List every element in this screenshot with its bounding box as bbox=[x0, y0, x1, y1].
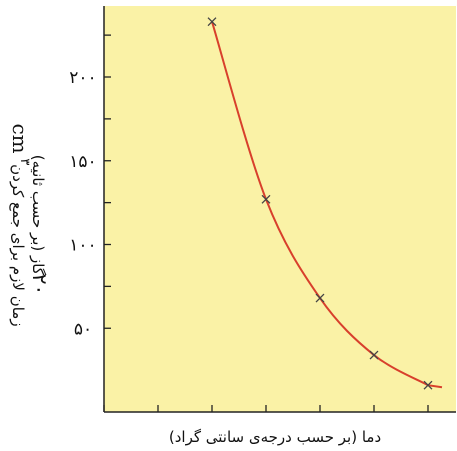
y-axis-title-line2: ۲۰ گاز (بر حسب ثانیه) bbox=[28, 155, 52, 296]
data-point-marker bbox=[369, 350, 379, 360]
markers-layer bbox=[207, 17, 433, 390]
y-tick-label: ۱۵۰ bbox=[69, 152, 96, 172]
y-axis-title-line1-group: زمان لازم برای جمع کردن cm ۳ bbox=[8, 123, 32, 326]
series-curve bbox=[211, 21, 443, 389]
y-tick-label: ۵۰ bbox=[74, 319, 92, 339]
x-axis-title: دما (بر حسب درجه‌ی سانتی گراد) bbox=[169, 428, 381, 446]
ticks-layer bbox=[103, 34, 429, 412]
y-axis-title-line1: زمان لازم برای جمع کردن cm ۳ bbox=[8, 123, 32, 326]
y-title-line2-text: گاز (بر حسب ثانیه) bbox=[29, 155, 47, 276]
y-tick-labels: ۵۰ ۱۰۰ ۱۵۰ ۲۰۰ bbox=[69, 68, 96, 339]
plot-background bbox=[104, 6, 456, 412]
y-title-volume: ۲۰ bbox=[28, 274, 52, 295]
y-title-unit: cm bbox=[8, 123, 32, 153]
y-axis-title-line2-group: ۲۰ گاز (بر حسب ثانیه) bbox=[28, 155, 52, 296]
y-tick-label: ۲۰۰ bbox=[69, 68, 96, 88]
data-point-marker bbox=[423, 380, 433, 390]
y-tick-label: ۱۰۰ bbox=[69, 236, 96, 256]
data-point-marker bbox=[261, 194, 271, 204]
data-point-marker bbox=[315, 293, 325, 303]
data-point-marker bbox=[207, 17, 217, 27]
y-title-line1-text: زمان لازم برای جمع کردن bbox=[9, 164, 27, 326]
